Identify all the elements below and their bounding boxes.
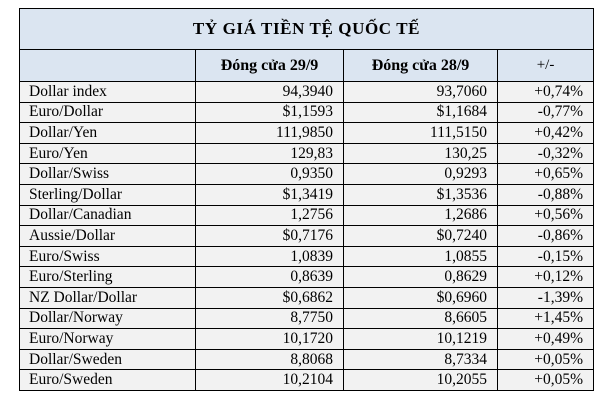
- pair-name-cell: NZ Dollar/Dollar: [19, 286, 196, 309]
- change-cell: -0,77%: [497, 101, 594, 124]
- column-header-change: +/-: [497, 49, 594, 82]
- pair-name-cell: Euro/Norway: [19, 328, 196, 350]
- table-row: Dollar index 94,3940 93,7060 +0,74%: [19, 81, 594, 103]
- change-cell: -0,32%: [497, 142, 594, 165]
- close-29-9-cell: 111,9850: [195, 122, 344, 144]
- close-29-9-cell: $1,1593: [195, 101, 344, 124]
- change-cell: +0,42%: [497, 122, 594, 144]
- pair-name-cell: Aussie/Dollar: [19, 225, 196, 247]
- table-row: Dollar/Yen 111,9850 111,5150 +0,42%: [19, 122, 594, 144]
- table-row: Dollar/Swiss 0,9350 0,9293 +0,65%: [19, 163, 594, 185]
- column-header-close-29-9: Đóng cửa 29/9: [195, 49, 344, 82]
- close-28-9-cell: 8,6605: [343, 307, 498, 330]
- table-row: Euro/Sterling 0,8639 0,8629 +0,12%: [19, 266, 594, 288]
- change-cell: +0,65%: [497, 163, 594, 185]
- pair-name-cell: Dollar/Norway: [19, 307, 196, 330]
- currency-rates-table: TỶ GIÁ TIỀN TỆ QUỐC TẾ Đóng cửa 29/9 Đón…: [19, 8, 594, 391]
- close-28-9-cell: 1,0855: [343, 245, 498, 268]
- table-row: Dollar/Norway 8,7750 8,6605 +1,45%: [19, 307, 594, 330]
- close-29-9-cell: $0,6862: [195, 286, 344, 309]
- close-29-9-cell: 0,8639: [195, 266, 344, 288]
- table-row: Dollar/Canadian 1,2756 1,2686 +0,56%: [19, 204, 594, 227]
- close-28-9-cell: 93,7060: [343, 81, 498, 103]
- pair-name-cell: Euro/Sweden: [19, 369, 196, 391]
- close-29-9-cell: 129,83: [195, 142, 344, 165]
- close-28-9-cell: 8,7334: [343, 348, 498, 371]
- pair-name-cell: Dollar index: [19, 81, 196, 103]
- pair-name-cell: Sterling/Dollar: [19, 183, 196, 206]
- change-cell: +0,05%: [497, 369, 594, 391]
- table-row: Sterling/Dollar $1,3419 $1,3536 -0,88%: [19, 183, 594, 206]
- change-cell: -0,15%: [497, 245, 594, 268]
- table-title: TỶ GIÁ TIỀN TỆ QUỐC TẾ: [19, 8, 594, 50]
- close-28-9-cell: $0,7240: [343, 225, 498, 247]
- close-28-9-cell: 0,9293: [343, 163, 498, 185]
- column-header-close-28-9: Đóng cửa 28/9: [343, 49, 498, 82]
- pair-name-cell: Dollar/Yen: [19, 122, 196, 144]
- close-29-9-cell: 0,9350: [195, 163, 344, 185]
- close-29-9-cell: 1,2756: [195, 204, 344, 227]
- change-cell: +0,05%: [497, 348, 594, 371]
- change-cell: +1,45%: [497, 307, 594, 330]
- table-row: NZ Dollar/Dollar $0,6862 $0,6960 -1,39%: [19, 286, 594, 309]
- close-29-9-cell: 1,0839: [195, 245, 344, 268]
- pair-name-cell: Dollar/Swiss: [19, 163, 196, 185]
- table-header-row: Đóng cửa 29/9 Đóng cửa 28/9 +/-: [19, 49, 594, 82]
- close-28-9-cell: 10,1219: [343, 328, 498, 350]
- change-cell: +0,74%: [497, 81, 594, 103]
- pair-name-cell: Dollar/Sweden: [19, 348, 196, 371]
- change-cell: -0,88%: [497, 183, 594, 206]
- close-29-9-cell: 8,8068: [195, 348, 344, 371]
- close-29-9-cell: $1,3419: [195, 183, 344, 206]
- close-28-9-cell: 111,5150: [343, 122, 498, 144]
- table-body: Dollar index 94,3940 93,7060 +0,74% Euro…: [19, 81, 594, 391]
- change-cell: -1,39%: [497, 286, 594, 309]
- pair-name-cell: Euro/Sterling: [19, 266, 196, 288]
- close-28-9-cell: $1,1684: [343, 101, 498, 124]
- close-28-9-cell: $1,3536: [343, 183, 498, 206]
- close-29-9-cell: 94,3940: [195, 81, 344, 103]
- change-cell: +0,12%: [497, 266, 594, 288]
- pair-name-cell: Euro/Swiss: [19, 245, 196, 268]
- close-28-9-cell: 10,2055: [343, 369, 498, 391]
- pair-name-cell: Dollar/Canadian: [19, 204, 196, 227]
- close-28-9-cell: $0,6960: [343, 286, 498, 309]
- table-row: Euro/Dollar $1,1593 $1,1684 -0,77%: [19, 101, 594, 124]
- table-row: Euro/Yen 129,83 130,25 -0,32%: [19, 142, 594, 165]
- change-cell: -0,86%: [497, 225, 594, 247]
- table-row: Euro/Swiss 1,0839 1,0855 -0,15%: [19, 245, 594, 268]
- change-cell: +0,49%: [497, 328, 594, 350]
- table-row: Dollar/Sweden 8,8068 8,7334 +0,05%: [19, 348, 594, 371]
- close-29-9-cell: $0,7176: [195, 225, 344, 247]
- close-29-9-cell: 10,2104: [195, 369, 344, 391]
- pair-name-cell: Euro/Dollar: [19, 101, 196, 124]
- close-28-9-cell: 1,2686: [343, 204, 498, 227]
- close-28-9-cell: 130,25: [343, 142, 498, 165]
- pair-name-cell: Euro/Yen: [19, 142, 196, 165]
- close-28-9-cell: 0,8629: [343, 266, 498, 288]
- table-row: Euro/Norway 10,1720 10,1219 +0,49%: [19, 328, 594, 350]
- table-row: Euro/Sweden 10,2104 10,2055 +0,05%: [19, 369, 594, 391]
- close-29-9-cell: 8,7750: [195, 307, 344, 330]
- close-29-9-cell: 10,1720: [195, 328, 344, 350]
- change-cell: +0,56%: [497, 204, 594, 227]
- column-header-pair: [19, 49, 196, 82]
- table-title-row: TỶ GIÁ TIỀN TỆ QUỐC TẾ: [19, 8, 594, 50]
- table-row: Aussie/Dollar $0,7176 $0,7240 -0,86%: [19, 225, 594, 247]
